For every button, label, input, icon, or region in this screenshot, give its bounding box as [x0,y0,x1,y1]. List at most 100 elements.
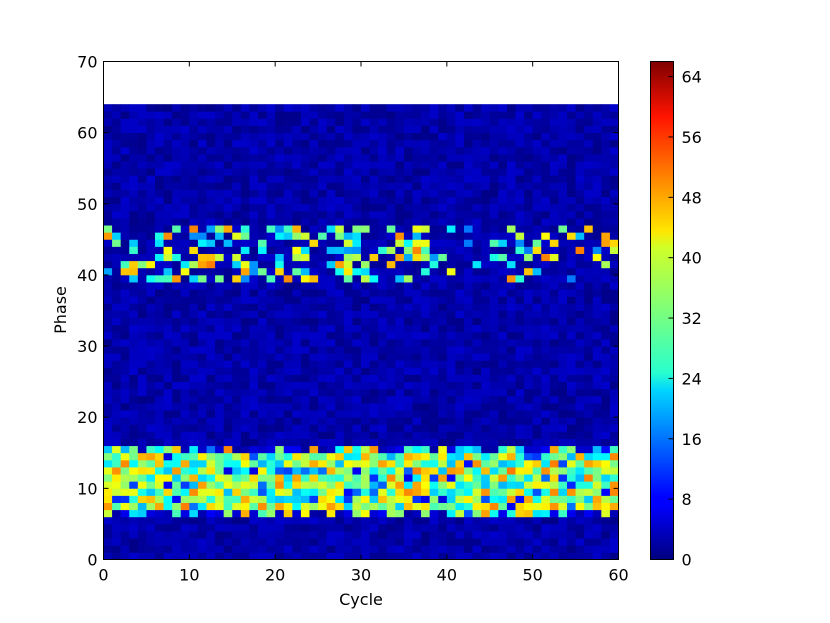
heatmap-cell [567,395,576,404]
heatmap-cell [541,410,551,418]
heatmap-cell [146,246,156,254]
heatmap-cell [318,196,328,205]
heatmap-cell [403,481,413,489]
heatmap-cell [137,474,147,482]
heatmap-cell [206,239,216,247]
heatmap-cell [541,388,551,397]
heatmap-cell [438,146,448,155]
heatmap-cell [120,324,130,333]
heatmap-cell [249,132,259,141]
heatmap-cell [189,488,199,496]
heatmap-cell [506,431,516,439]
heatmap-cell [403,246,413,254]
heatmap-cell [438,153,448,162]
heatmap-cell [343,232,353,240]
heatmap-cell [103,317,113,326]
heatmap-cell [180,424,190,432]
heatmap-cell [541,125,551,134]
heatmap-cell [567,196,576,205]
heatmap-cell [352,424,362,432]
heatmap-cell [455,274,465,283]
heatmap-cell [489,381,499,390]
heatmap-cell [506,225,516,233]
heatmap-cell [601,125,611,134]
heatmap-cell [464,395,473,404]
heatmap-cell [146,538,156,546]
heatmap-cell [429,374,439,383]
heatmap-cell [395,274,405,283]
heatmap-cell [567,139,576,148]
heatmap-cell [120,161,130,169]
heatmap-cell [197,531,207,539]
heatmap-cell [120,210,130,219]
heatmap-cell [472,417,482,425]
heatmap-cell [206,395,216,404]
heatmap-cell [326,239,336,247]
heatmap-cell [240,481,250,489]
heatmap-cell [292,481,302,489]
heatmap-cell [386,246,396,254]
heatmap-cell [558,274,568,283]
heatmap-cell [292,474,302,482]
heatmap-cell [438,196,448,205]
heatmap-cell [609,104,619,112]
heatmap-cell [180,402,190,411]
heatmap-cell [103,395,113,404]
heatmap-cell [489,388,499,397]
heatmap-cell [498,303,508,311]
heatmap-cell [472,516,482,525]
heatmap-cell [558,502,568,511]
heatmap-cell [524,431,534,439]
heatmap-cell [361,139,370,148]
heatmap-cell [541,424,551,432]
heatmap-cell [421,381,431,390]
heatmap-cell [163,353,173,361]
heatmap-cell [215,431,225,439]
heatmap-cell [464,481,473,489]
heatmap-cell [292,395,302,404]
heatmap-cell [258,182,267,190]
heatmap-cell [592,232,602,240]
heatmap-cell [558,331,568,340]
x-tick-label: 40 [437,566,457,585]
heatmap-cell [489,175,499,183]
heatmap-cell [532,459,542,468]
heatmap-cell [464,360,473,368]
heatmap-cell [609,545,619,553]
heatmap-cell [258,232,267,240]
heatmap-cell [172,274,182,283]
heatmap-cell [532,189,542,198]
heatmap-cell [163,488,173,496]
heatmap-cell [335,410,345,418]
heatmap-cell [309,296,319,304]
heatmap-cell [283,168,293,176]
heatmap-cell [429,175,439,183]
heatmap-cell [584,367,594,375]
heatmap-cell [378,132,388,141]
heatmap-cell [532,402,542,411]
heatmap-cell [335,260,345,269]
heatmap-cell [197,474,207,482]
heatmap-cell [129,545,139,553]
heatmap-cell [515,282,525,290]
heatmap-cell [455,374,465,383]
heatmap-cell [215,459,225,468]
heatmap-cell [592,410,602,418]
heatmap-cell [129,218,139,226]
heatmap-cell [137,274,147,283]
heatmap-cell [395,417,405,425]
heatmap-cell [292,210,302,219]
heatmap-cell [369,474,379,482]
heatmap-cell [498,125,508,134]
heatmap-cell [163,253,173,262]
heatmap-cell [283,260,293,269]
heatmap-cell [361,488,370,496]
heatmap-cell [369,310,379,319]
heatmap-cell [584,402,594,411]
heatmap-cell [558,118,568,126]
heatmap-cell [292,260,302,269]
heatmap-cell [455,282,465,290]
heatmap-cell [189,161,199,169]
heatmap-cell [292,388,302,397]
heatmap-cell [446,531,456,539]
